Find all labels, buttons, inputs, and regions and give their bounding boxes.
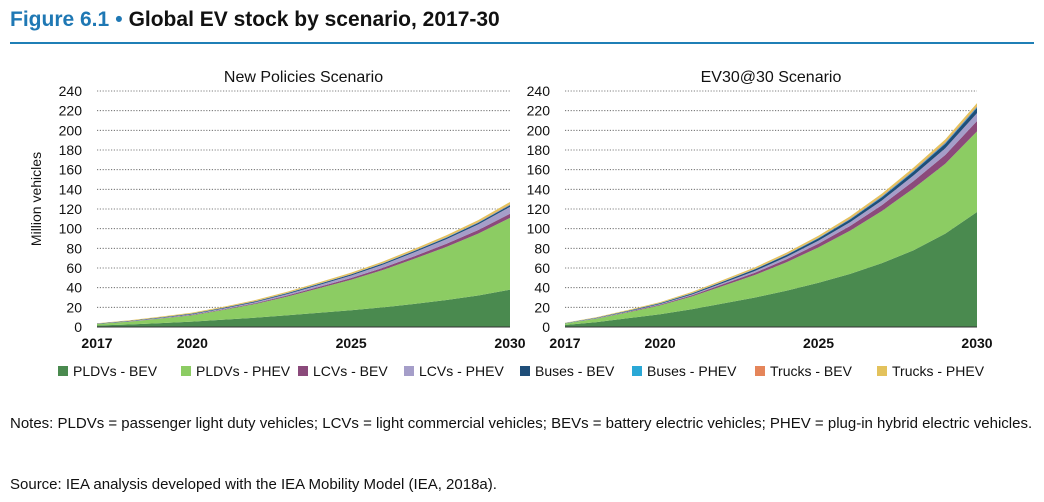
panel-1-y-tick-label: 180: [59, 142, 83, 158]
panel-2-y-tick-label: 120: [527, 201, 551, 217]
legend-swatch: [755, 366, 765, 376]
legend-label: LCVs - PHEV: [419, 363, 504, 379]
panel-1-y-tick-label: 40: [66, 280, 82, 296]
legend-label: PLDVs - PHEV: [196, 363, 291, 379]
panel-1: New Policies Scenario 0 20 40 60 80 100 120 140 1…: [28, 69, 526, 351]
panel-2-y-tick-label: 0: [542, 319, 550, 335]
legend-swatch: [632, 366, 642, 376]
panel-2-y-tick-label: 180: [527, 142, 551, 158]
panel-1-x-tick-label: 2030: [494, 335, 525, 351]
panel-2-y-tick-label: 200: [527, 122, 551, 138]
panel-2-y-tick-label: 100: [527, 221, 551, 237]
panel-2-y-tick-label: 40: [534, 280, 550, 296]
panel-2-y-tick-label: 240: [527, 83, 551, 99]
panel-1-title: New Policies Scenario: [224, 69, 383, 86]
legend-swatch: [58, 366, 68, 376]
legend-label: Trucks - PHEV: [892, 363, 985, 379]
panel-1-y-tick-label: 80: [66, 240, 82, 256]
panel-1-y-tick-label: 60: [66, 260, 82, 276]
panel-1-area-pldvs-phev: [97, 217, 510, 326]
panel-2-y-tick-label: 60: [534, 260, 550, 276]
panel-2-y-tick-label: 140: [527, 181, 551, 197]
legend-label: PLDVs - BEV: [73, 363, 158, 379]
panel-1-y-tick-label: 100: [59, 221, 83, 237]
legend-label: Buses - BEV: [535, 363, 615, 379]
source-text: Source: IEA analysis developed with the …: [10, 476, 497, 493]
panel-1-x-tick-label: 2020: [177, 335, 208, 351]
panel-1-y-tick-label: 140: [59, 181, 83, 197]
panel-2-x-tick-label: 2020: [644, 335, 675, 351]
panel-2-area-pldvs-phev: [565, 131, 977, 326]
legend-label: Trucks - BEV: [770, 363, 853, 379]
charts-svg: New Policies Scenario 0 20 40 60 80 100 120 140 1…: [28, 69, 993, 379]
legend-swatch: [298, 366, 308, 376]
figure-title: Global EV stock by scenario, 2017-30: [128, 8, 500, 31]
panel-2: EV30@30 Scenario 0 20 40 60 80 100 120 140 160 180…: [527, 69, 993, 351]
panel-1-y-tick-label: 240: [59, 83, 83, 99]
panel-1-y-tick-label: 220: [59, 103, 83, 119]
panel-1-y-axis-label: Million vehicles: [28, 152, 44, 246]
panel-2-y-tick-label: 20: [534, 299, 550, 315]
panel-2-x-tick-label: 2025: [803, 335, 834, 351]
panel-1-y-tick-label: 160: [59, 162, 83, 178]
legend-swatch: [520, 366, 530, 376]
panel-2-y-tick-label: 220: [527, 103, 551, 119]
figure-number: Figure 6.1: [10, 8, 110, 31]
panel-1-x-tick-label: 2025: [336, 335, 367, 351]
panel-1-y-tick-label: 0: [74, 319, 82, 335]
figure-separator: •: [115, 8, 123, 31]
header-rule: [10, 42, 1034, 44]
panel-2-area-pldvs-bev: [565, 211, 977, 327]
panel-2-x-tick-label: 2030: [961, 335, 992, 351]
legend: PLDVs - BEV PLDVs - PHEV LCVs - BEV LCVs - …: [58, 363, 985, 379]
legend-swatch: [404, 366, 414, 376]
panel-2-y-tick-label: 160: [527, 162, 551, 178]
legend-swatch: [877, 366, 887, 376]
panel-1-y-tick-label: 20: [66, 299, 82, 315]
panel-2-title: EV30@30 Scenario: [701, 69, 842, 86]
panel-2-y-tick-label: 80: [534, 240, 550, 256]
panel-1-y-tick-label: 120: [59, 201, 83, 217]
panel-2-x-tick-label: 2017: [549, 335, 580, 351]
figure-header: Figure 6.1 • Global EV stock by scenario, …: [10, 8, 500, 32]
legend-swatch: [181, 366, 191, 376]
panel-1-area-pldvs-bev: [97, 289, 510, 327]
legend-label: Buses - PHEV: [647, 363, 737, 379]
legend-label: LCVs - BEV: [313, 363, 388, 379]
panel-1-y-tick-label: 200: [59, 122, 83, 138]
panel-1-x-tick-label: 2017: [81, 335, 112, 351]
notes-text: Notes: PLDVs = passenger light duty vehi…: [10, 415, 1033, 432]
